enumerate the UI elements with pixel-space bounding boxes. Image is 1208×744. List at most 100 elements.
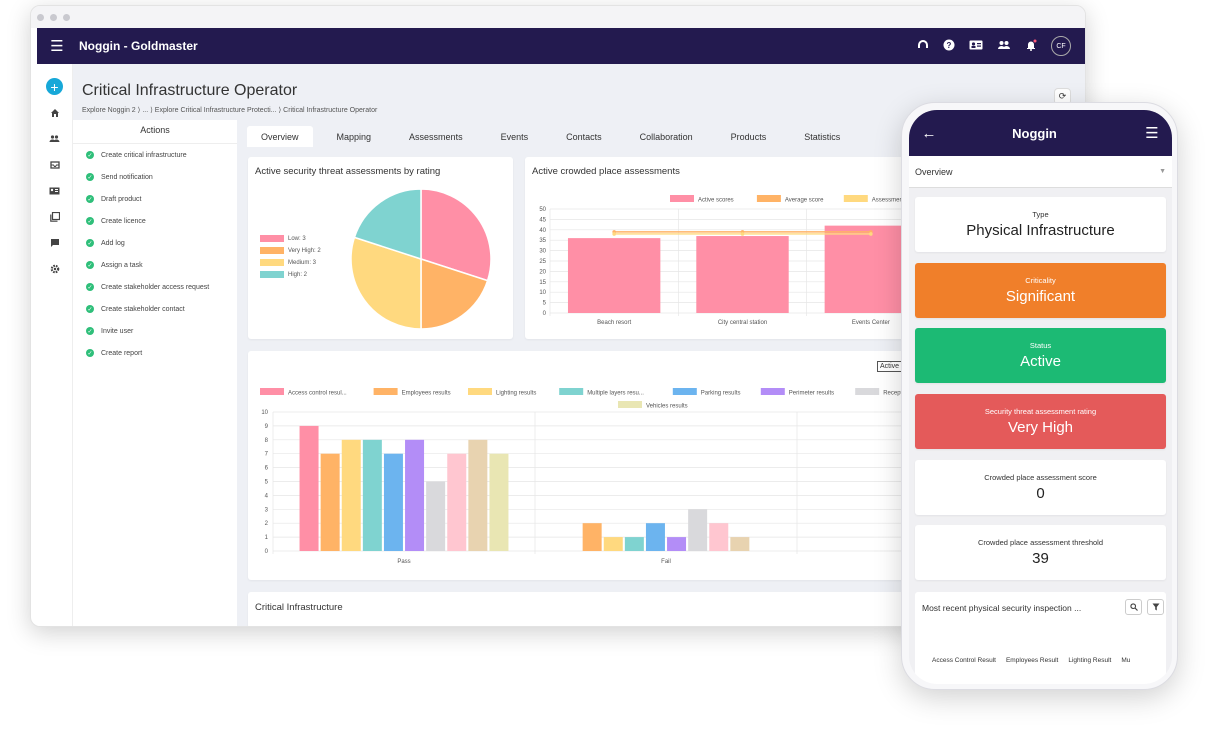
bar-result[interactable] xyxy=(426,481,446,552)
pie-legend-item[interactable]: Very High: 2 xyxy=(260,247,321,254)
tab-overview[interactable]: Overview xyxy=(247,126,313,147)
bar-result[interactable] xyxy=(405,439,425,551)
groups-icon[interactable] xyxy=(997,39,1011,53)
chevron-down-icon: ▼ xyxy=(1159,168,1166,175)
inbox-icon[interactable] xyxy=(49,160,60,173)
action-item[interactable]: ✓ Add log xyxy=(73,232,237,254)
type-tile[interactable]: Type Physical Infrastructure xyxy=(915,197,1166,252)
critical-infrastructure-card: Critical Infrastructure xyxy=(248,592,945,626)
legend-label: Multiple layers resu... xyxy=(587,391,644,397)
bar-active-score[interactable] xyxy=(567,238,661,313)
view-select[interactable]: Overview ▼ xyxy=(909,156,1172,188)
column-header[interactable]: Employees Result xyxy=(1005,657,1059,664)
bar-result[interactable] xyxy=(299,425,319,551)
bar-result[interactable] xyxy=(489,453,509,551)
line-point xyxy=(612,232,616,236)
action-item[interactable]: ✓ Invite user xyxy=(73,320,237,342)
breadcrumb[interactable]: Explore Noggin 2 ⟩ ... ⟩ Explore Critica… xyxy=(82,107,378,114)
window-dot-minimize[interactable] xyxy=(50,13,57,21)
people-icon[interactable] xyxy=(49,134,60,147)
bar-result[interactable] xyxy=(730,537,750,551)
menu-icon[interactable]: ☰ xyxy=(1145,125,1159,142)
back-arrow-icon[interactable]: ← xyxy=(921,124,937,142)
pie-slice-very-high[interactable] xyxy=(420,257,489,330)
x-tick-label: Fail xyxy=(661,559,671,565)
bar-result[interactable] xyxy=(468,439,488,551)
legend-swatch xyxy=(468,388,492,395)
tab-events[interactable]: Events xyxy=(500,131,529,142)
help-icon[interactable]: ? xyxy=(943,39,955,53)
check-circle-icon: ✓ xyxy=(86,151,94,159)
pie-legend-item[interactable]: High: 2 xyxy=(260,271,321,278)
action-label: Send notification xyxy=(101,173,153,181)
bell-icon[interactable] xyxy=(1025,39,1037,53)
bar-result[interactable] xyxy=(362,439,382,551)
pie-slice-low[interactable] xyxy=(420,188,492,282)
menu-icon[interactable]: ☰ xyxy=(50,38,64,55)
chat-icon[interactable] xyxy=(50,238,60,251)
action-item[interactable]: ✓ Create licence xyxy=(73,210,237,232)
id-card-icon[interactable] xyxy=(49,186,60,199)
criticality-tile[interactable]: Criticality Significant xyxy=(915,263,1166,318)
pie-slice-medium[interactable] xyxy=(350,236,422,330)
action-item[interactable]: ✓ Send notification xyxy=(73,166,237,188)
legend-swatch xyxy=(559,388,584,395)
assessment-threshold-tile[interactable]: Crowded place assessment threshold 39 xyxy=(915,525,1166,580)
action-item[interactable]: ✓ Create report xyxy=(73,342,237,364)
threat-rating-tile[interactable]: Security threat assessment rating Very H… xyxy=(915,394,1166,449)
tab-assessments[interactable]: Assessments xyxy=(409,131,463,142)
avatar[interactable]: CF xyxy=(1051,36,1071,56)
bar-result[interactable] xyxy=(447,453,467,551)
action-item[interactable]: ✓ Assign a task xyxy=(73,254,237,276)
legend-swatch xyxy=(855,388,880,395)
pie-slice-high[interactable] xyxy=(353,188,422,261)
tab-collaboration[interactable]: Collaboration xyxy=(639,131,693,142)
legend-swatch xyxy=(260,247,284,254)
action-item[interactable]: ✓ Create stakeholder access request xyxy=(73,276,237,298)
bar-result[interactable] xyxy=(603,537,623,551)
bar-active-score[interactable] xyxy=(696,236,789,313)
bar-result[interactable] xyxy=(320,453,340,551)
legend-swatch xyxy=(618,401,642,408)
action-label: Create stakeholder access request xyxy=(101,283,210,291)
tab-contacts[interactable]: Contacts xyxy=(566,131,602,142)
contact-card-icon[interactable] xyxy=(969,39,983,53)
settings-icon[interactable] xyxy=(50,264,60,277)
bar-result[interactable] xyxy=(582,523,602,551)
tab-statistics[interactable]: Statistics xyxy=(804,131,841,142)
bar-result[interactable] xyxy=(341,439,361,551)
column-header[interactable]: Access Control Result xyxy=(932,657,996,664)
pie-legend-item[interactable]: Low: 3 xyxy=(260,235,321,242)
search-icon[interactable] xyxy=(1125,599,1142,615)
bar-result[interactable] xyxy=(709,523,729,551)
window-dot-maximize[interactable] xyxy=(63,13,70,21)
tab-mapping[interactable]: Mapping xyxy=(336,131,372,142)
recent-inspection-title: Most recent physical security inspection… xyxy=(922,603,1082,613)
action-label: Add log xyxy=(101,239,125,247)
add-icon[interactable]: + xyxy=(46,78,63,95)
y-tick-label: 3 xyxy=(265,507,269,513)
headset-icon[interactable] xyxy=(917,39,929,53)
column-header[interactable]: Mu xyxy=(1121,657,1131,664)
assessment-score-tile[interactable]: Crowded place assessment score 0 xyxy=(915,460,1166,515)
bar-result[interactable] xyxy=(667,537,687,551)
home-icon[interactable] xyxy=(50,108,60,121)
inspection-columns: Access Control Result Employees Result Lig… xyxy=(932,657,1130,664)
x-tick-label: Events Center xyxy=(852,320,890,326)
action-item[interactable]: ✓ Draft product xyxy=(73,188,237,210)
action-item[interactable]: ✓ Create stakeholder contact xyxy=(73,298,237,320)
library-icon[interactable] xyxy=(49,211,60,225)
bar-result[interactable] xyxy=(383,453,403,551)
filter-icon[interactable] xyxy=(1147,599,1164,615)
bar-result[interactable] xyxy=(645,523,665,551)
action-label: Create report xyxy=(101,349,143,357)
status-tile[interactable]: Status Active xyxy=(915,328,1166,383)
column-header[interactable]: Lighting Result xyxy=(1068,657,1112,664)
bar-result[interactable] xyxy=(688,509,708,551)
bar-result[interactable] xyxy=(624,537,644,551)
tab-products[interactable]: Products xyxy=(730,131,767,142)
action-item[interactable]: ✓ Create critical infrastructure xyxy=(73,144,237,166)
legend-swatch xyxy=(373,388,398,395)
window-dot-close[interactable] xyxy=(37,13,44,21)
pie-legend-item[interactable]: Medium: 3 xyxy=(260,259,321,266)
